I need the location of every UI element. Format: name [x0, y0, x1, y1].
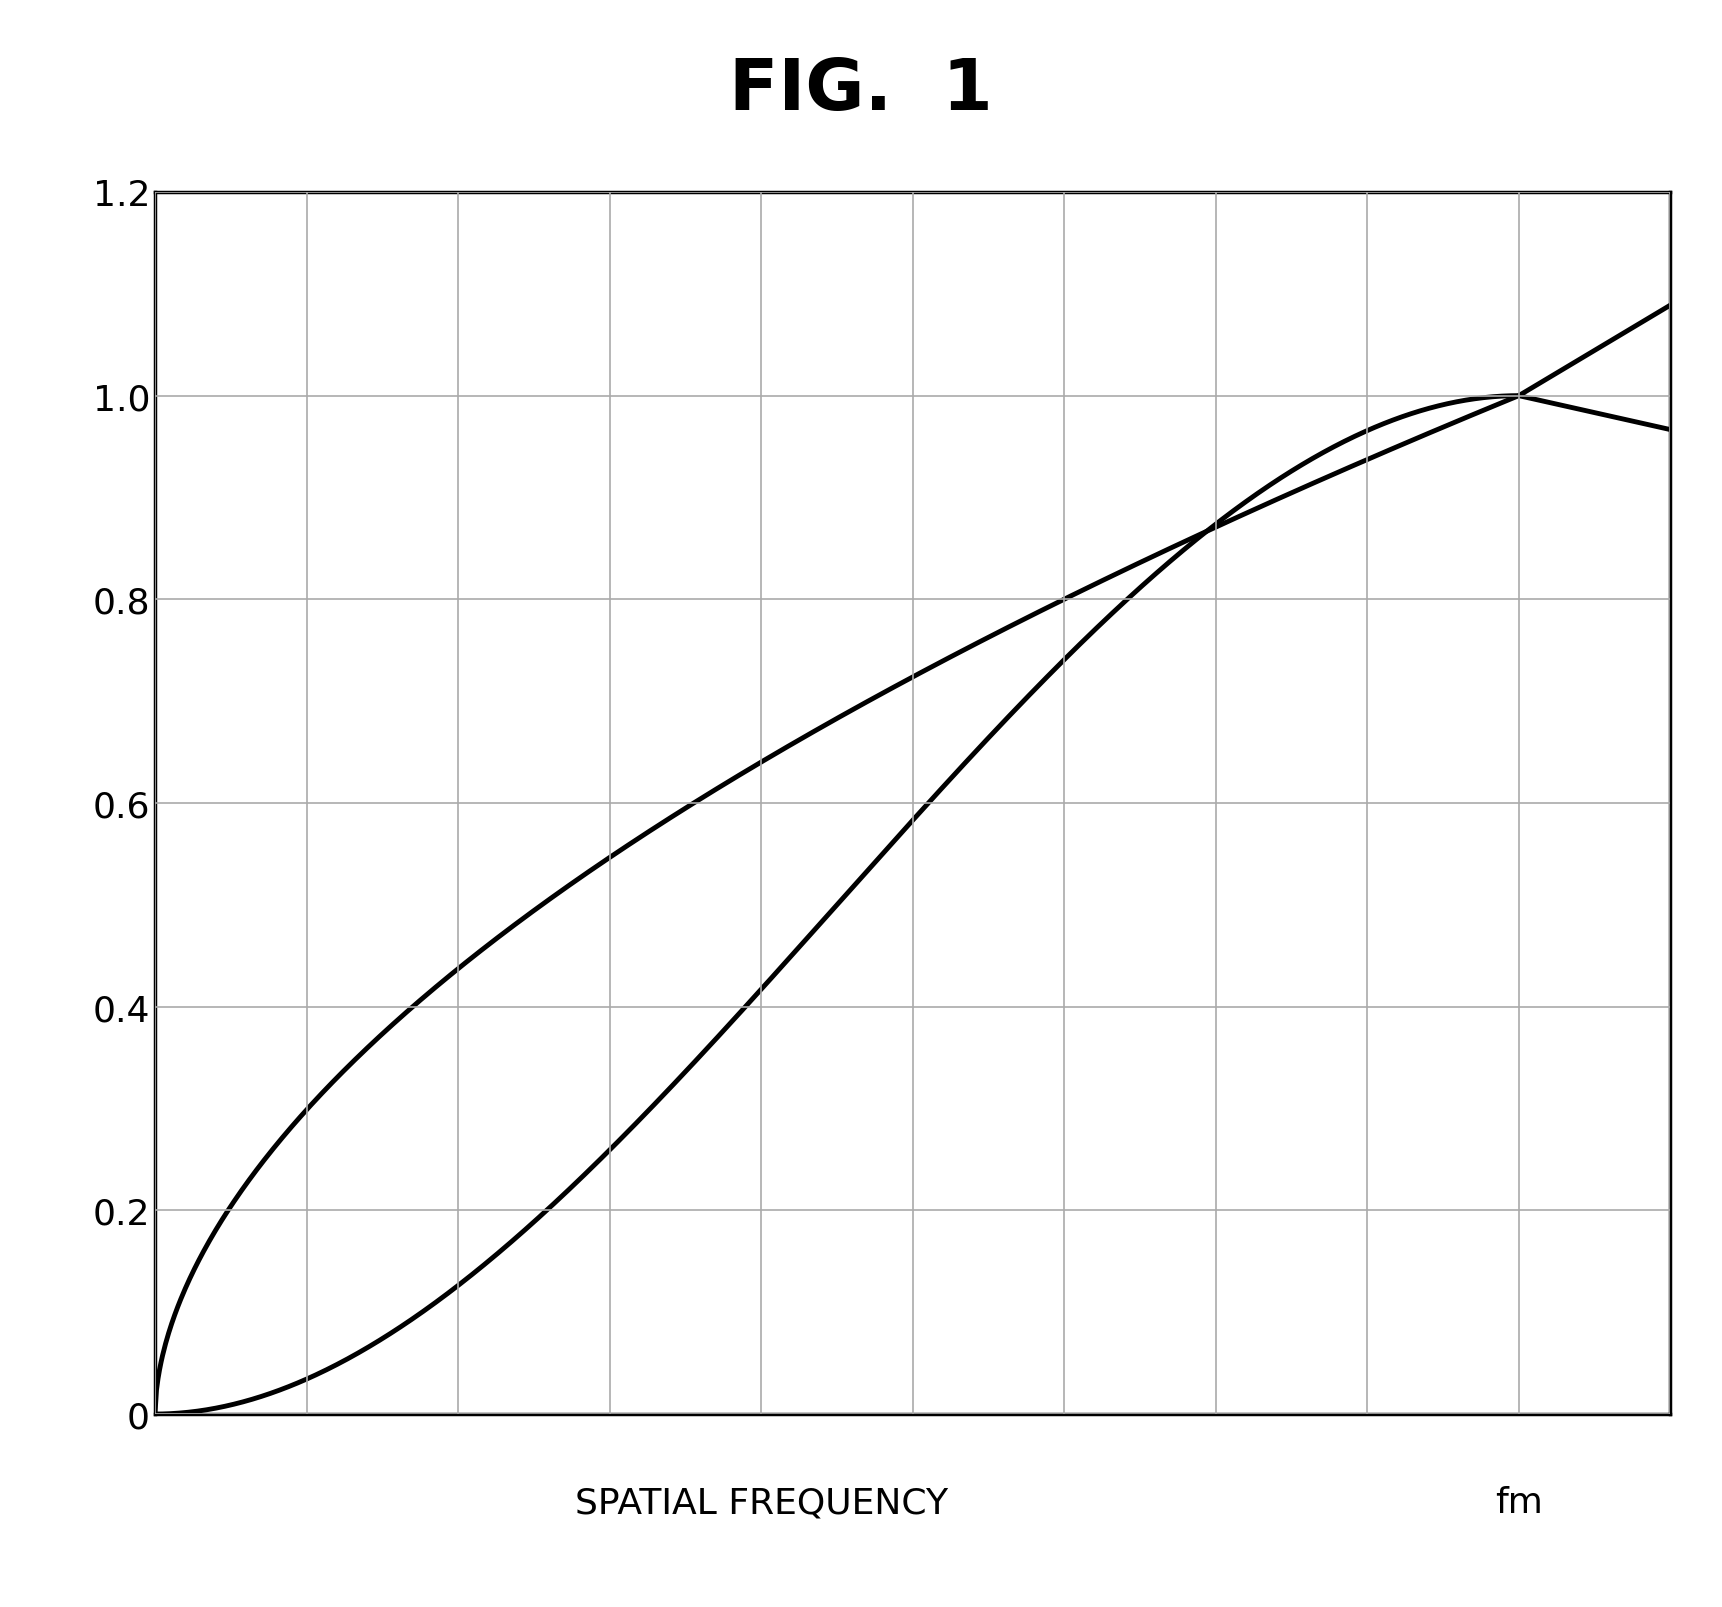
Text: fm: fm: [1495, 1485, 1543, 1520]
Text: SPATIAL FREQUENCY: SPATIAL FREQUENCY: [575, 1485, 947, 1520]
Text: FIG.  1: FIG. 1: [728, 56, 994, 125]
